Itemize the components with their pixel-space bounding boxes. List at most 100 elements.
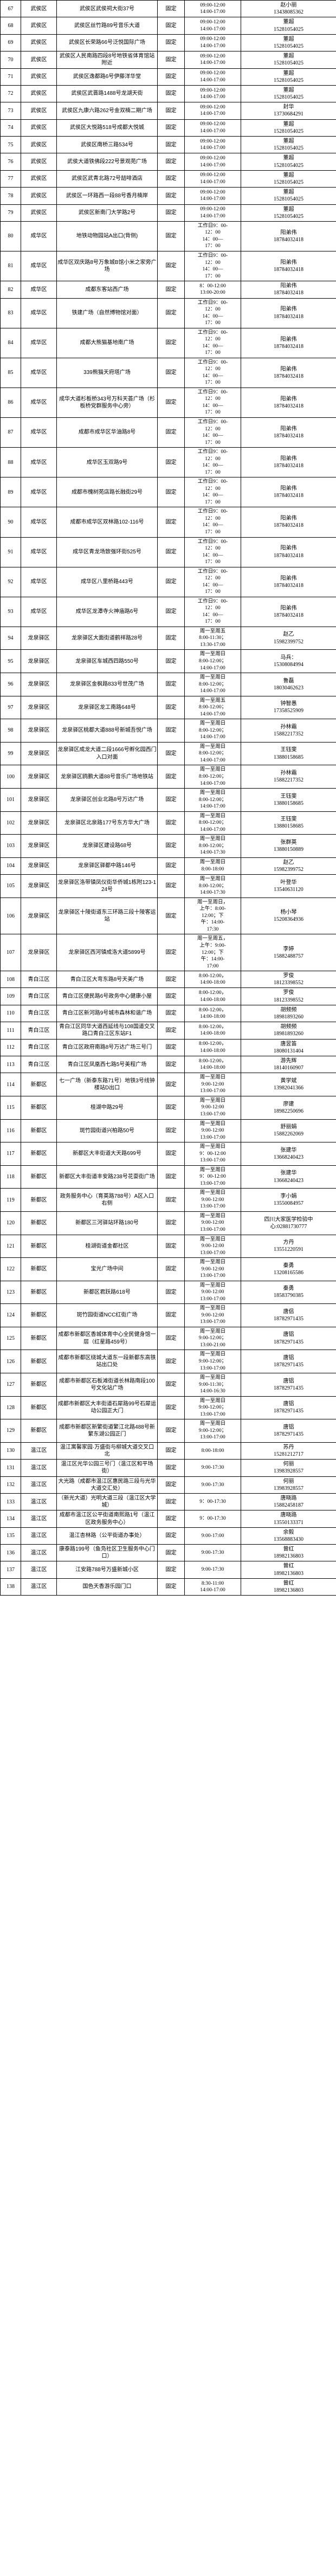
table-row: 124 新都区 斑竹园街道NCC红街广场 固定 周一至周日 9:00-12:00 13:00… xyxy=(0,1303,336,1327)
row-contact-line: 18784032418 xyxy=(274,403,303,409)
row-contact-line: 18030462623 xyxy=(274,685,303,691)
row-service-time: 周一至周日 9:00-12:00 13:00-17:00 xyxy=(184,1211,241,1235)
row-district: 龙泉驿区 xyxy=(21,649,57,674)
row-service-time-line: 周一至周五 xyxy=(199,628,226,634)
row-service-time-line: 12：00 xyxy=(205,605,221,611)
row-address: 地铁动物园站A出口(背侧) xyxy=(56,221,158,252)
table-body: 67 武侯区 武侯区武侯祠大街37号 固定 09:00-12:00 14:00-17:00… xyxy=(0,0,336,1596)
row-service-time-line: 14:00-17:00 xyxy=(200,9,225,15)
row-contact-line: 马兵： xyxy=(280,655,297,661)
row-service-time: 周一至周日 9:00-12:00； 13:00-21:00 xyxy=(184,1326,241,1351)
row-service-time: 工作日9：00- 12：00 14：00— 17：00 xyxy=(184,537,241,567)
row-district: 龙泉驿区 xyxy=(21,834,57,858)
row-index: 74 xyxy=(0,119,21,137)
row-service-time: 9：00-17:30 xyxy=(184,1493,241,1511)
row-index: 77 xyxy=(0,170,21,188)
row-service-time-line: 14：00— xyxy=(202,463,223,469)
row-contact-line: 阳弟伟 xyxy=(280,336,297,343)
row-contact-line: 13668240423 xyxy=(274,1154,303,1160)
row-contact-line: 18784032418 xyxy=(274,552,303,559)
row-service-time-line: 14:00-17:00 xyxy=(200,757,225,763)
row-service-time-line: 17：00 xyxy=(205,469,221,475)
row-contact: 唐铝 18782971435 xyxy=(241,1373,336,1397)
row-service-time-line: 周一至周日 xyxy=(199,876,226,882)
row-service-time-line: 09:00-12:00 xyxy=(200,104,225,110)
row-service-time-line: 周一至周日 xyxy=(199,1190,226,1196)
row-contact-line: 18784032418 xyxy=(274,236,303,243)
row-contact: 张群英 13880150889 xyxy=(241,834,336,858)
row-district: 新都区 xyxy=(21,1211,57,1235)
row-service-time-line: 周一至周五 xyxy=(199,698,226,703)
row-district: 龙泉驿区 xyxy=(21,874,57,898)
row-district: 龙泉驿区 xyxy=(21,695,57,720)
row-service-time-line: 13:00-17:00 xyxy=(200,1319,225,1325)
row-contact-line: 唐铝 xyxy=(283,1401,294,1408)
row-service-time-line: 13:00-17:00 xyxy=(200,1365,225,1371)
row-district: 武侯区 xyxy=(21,17,57,35)
row-contact-line: 13880158685 xyxy=(274,823,303,830)
row-address: 龙泉驿区建设路68号 xyxy=(56,834,158,858)
row-index: 85 xyxy=(0,357,21,388)
row-service-time-line: 周一至周五， xyxy=(197,936,228,942)
row-service-time-line: 14:00-16:30 xyxy=(200,1389,225,1394)
row-type: 固定 xyxy=(157,741,185,766)
row-service-time: 周一至周日 8:00-12:00； 14:00-17:00 xyxy=(184,765,241,789)
row-address: 成华区青龙场致强环街525号 xyxy=(56,537,158,567)
row-service-time-line: 14:00-17:00 xyxy=(200,688,225,694)
row-contact: 四川大家医学检验中 心:02881730777 xyxy=(241,1211,336,1235)
row-index: 94 xyxy=(0,626,21,650)
row-service-time-line: 9:00-12:00 xyxy=(201,1312,224,1318)
row-contact: 阳弟伟 18784032418 xyxy=(241,221,336,252)
row-index: 109 xyxy=(0,987,21,1005)
row-service-time-line: 14：00— xyxy=(202,522,223,528)
row-district: 成华区 xyxy=(21,281,57,299)
row-district: 青白江区 xyxy=(21,971,57,989)
row-address: 大光路（成都市温江区惠民路三段与光华大道交汇处） xyxy=(56,1476,158,1494)
row-index: 88 xyxy=(0,447,21,478)
table-row: 129 新都区 成都市新都区新繁街道繁江北路488号新繁东湖公园正门 固定 周一至周日 9… xyxy=(0,1419,336,1443)
row-address: 青白江区便民路6号政务中心健康小屋 xyxy=(56,987,158,1005)
row-service-time-line: 17：00 xyxy=(205,499,221,505)
row-contact-line: 15982399752 xyxy=(274,638,303,645)
row-service-time-line: 工作日9：00- xyxy=(197,389,228,395)
row-service-time-line: 14:00-18:00 xyxy=(200,1014,225,1020)
table-row: 119 新都区 政务服务中心（育英路788号）A区入口右侧 固定 周一至周日 9:00-1… xyxy=(0,1188,336,1212)
row-service-time-line: 9:00-17:00 xyxy=(201,1533,224,1539)
row-index: 81 xyxy=(0,250,21,282)
row-service-time-line: 14:00-17:00 xyxy=(200,804,225,810)
row-service-time-line: 工作日9：00- xyxy=(197,539,228,545)
row-index: 112 xyxy=(0,1038,21,1056)
row-contact-line: 苏丹 xyxy=(283,1444,294,1450)
row-index: 131 xyxy=(0,1459,21,1477)
row-address: 339熊猫天府塔广场 xyxy=(56,357,158,388)
row-address: 桂湖中路29号 xyxy=(56,1095,158,1120)
row-service-time-line: 12：00 xyxy=(205,426,221,432)
row-address: 新都区大丰街道丰安路238号花耍街广场 xyxy=(56,1165,158,1189)
row-index: 91 xyxy=(0,537,21,567)
row-type: 固定 xyxy=(157,649,185,674)
table-row: 97 龙泉驿区 龙泉驿区龙工南路648号 固定 周一至周五 8:00-12:00； 14:0… xyxy=(0,695,336,720)
row-contact: 唐铝 18782971435 xyxy=(241,1350,336,1374)
row-service-time-line: 周一至周日 xyxy=(199,1328,226,1334)
row-contact: 赵乙 15982399752 xyxy=(241,626,336,650)
row-service-time: 工作日9：00- 12：00 14：00— 17：00 xyxy=(184,250,241,282)
row-service-time-line: 8:00-11:30； xyxy=(199,635,227,641)
row-service-time-line: 9:00-17:30 xyxy=(201,1550,224,1556)
row-service-time-line: 9：00-12:00 xyxy=(199,1174,226,1180)
row-contact: 阳弟伟 18784032418 xyxy=(241,537,336,567)
table-row: 74 武侯区 武侯区大悦路518号成都大悦城 固定 09:00-12:00 14:00-1… xyxy=(0,119,336,137)
row-contact-line: 秦勇 xyxy=(283,1262,294,1269)
row-contact-line: 13540631120 xyxy=(274,886,303,893)
table-row: 72 武侯区 武侯区武晋路1488号龙湖天街 固定 09:00-12:00 14:00-1… xyxy=(0,85,336,103)
table-row: 133 温江区 （新光大道）光明大道三段（温江区大学城） 固定 9：00-17:30 唐晓… xyxy=(0,1493,336,1511)
row-contact: 杨小琴 15208364936 xyxy=(241,897,336,935)
row-service-time: 工作日9：00- 12：00 14：00— 17：00 xyxy=(184,566,241,597)
row-address: 龙泉驿区鸥鹏大道88号音乐广场地铁站 xyxy=(56,765,158,789)
row-contact: 董超 15281054025 xyxy=(241,153,336,171)
row-service-time-line: 9:00-17:30 xyxy=(201,1482,224,1488)
row-contact-line: 13438085362 xyxy=(274,9,303,16)
row-service-time-line: 周一至周日 xyxy=(199,1398,226,1404)
row-service-time-line: 12：00 xyxy=(205,260,221,266)
row-address: 龙泉驿区创业北路8号万达广场 xyxy=(56,788,158,812)
row-address: 新都区君跃路618号 xyxy=(56,1280,158,1305)
